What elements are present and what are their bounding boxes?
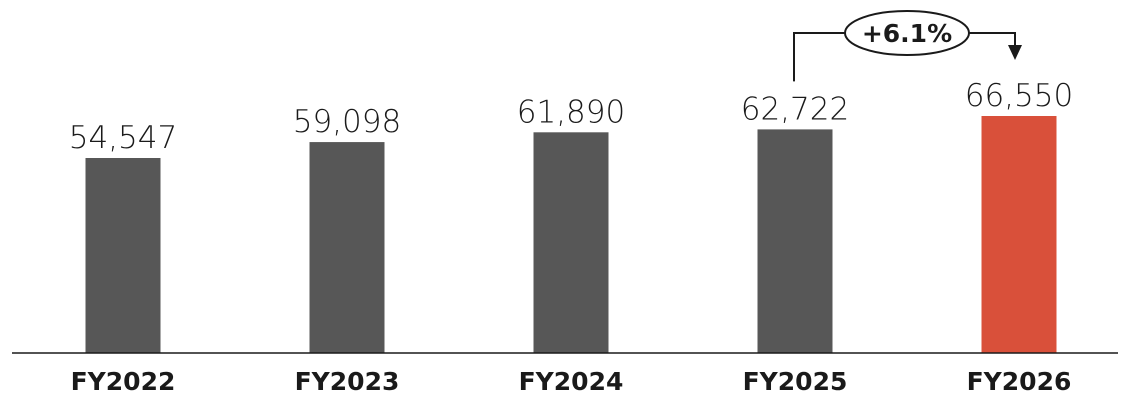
- value-labels-layer: 54,547 59,098 61,890 62,722 66,550: [69, 78, 1073, 156]
- category-label-fy2023: FY2023: [295, 367, 400, 396]
- growth-badge-text: +6.1%: [862, 19, 952, 48]
- category-labels-layer: FY2022 FY2023 FY2024 FY2025 FY2026: [71, 367, 1072, 396]
- growth-annotation: +6.1%: [793, 10, 1022, 82]
- bar-fy2026: [981, 116, 1057, 353]
- category-label-fy2025: FY2025: [743, 367, 848, 396]
- value-label-fy2024: 61,890: [517, 94, 625, 130]
- bar-fy2023: [309, 142, 385, 353]
- value-label-fy2026: 66,550: [965, 78, 1073, 114]
- category-label-fy2026: FY2026: [967, 367, 1072, 396]
- value-label-fy2025: 62,722: [741, 91, 849, 127]
- bar-fy2022: [85, 158, 161, 353]
- bar-fy2024: [533, 132, 609, 353]
- category-label-fy2024: FY2024: [519, 367, 624, 396]
- value-label-fy2023: 59,098: [293, 104, 401, 140]
- category-label-fy2022: FY2022: [71, 367, 176, 396]
- arrow-down-icon: [1008, 45, 1022, 60]
- bars-layer: [85, 116, 1057, 353]
- bar-fy2025: [757, 129, 833, 353]
- value-label-fy2022: 54,547: [69, 120, 177, 156]
- growth-badge: [844, 10, 970, 56]
